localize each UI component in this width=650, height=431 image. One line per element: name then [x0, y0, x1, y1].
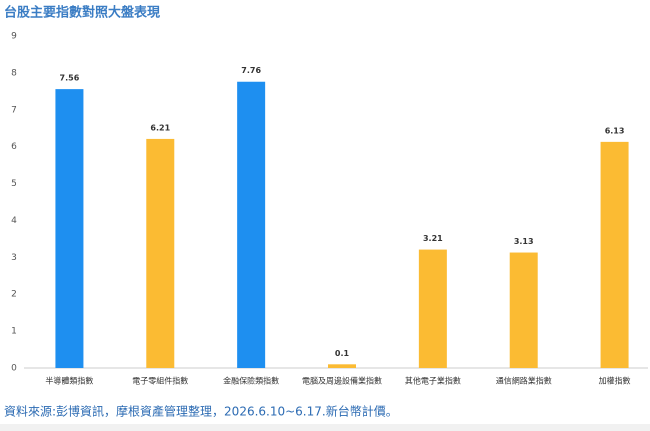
value-label: 7.56 [60, 74, 80, 83]
x-tick-label: 電腦及周邊設備業指數 [302, 376, 382, 386]
x-tick-label: 通信網路業指數 [496, 376, 552, 386]
value-label: 3.21 [423, 234, 443, 243]
x-tick-label: 半導體類指數 [45, 376, 93, 386]
x-tick-label: 加權指數 [599, 376, 631, 386]
y-tick-label: 7 [11, 105, 17, 115]
y-tick-label: 3 [11, 253, 17, 263]
bar [418, 249, 447, 368]
bar [600, 141, 629, 368]
bar [509, 252, 538, 368]
value-label: 6.13 [605, 126, 625, 135]
value-label: 7.76 [241, 66, 261, 75]
y-tick-label: 0 [11, 364, 17, 374]
source-note: 資料來源:彭博資訊，摩根資產管理整理，2026.6.10~6.17.新台幣計價。 [4, 404, 398, 419]
bar [55, 89, 84, 369]
value-label: 6.21 [150, 123, 170, 132]
y-tick-label: 2 [11, 290, 17, 300]
y-tick-label: 1 [11, 327, 17, 337]
footer-band [0, 424, 650, 431]
x-tick-label: 其他電子業指數 [405, 376, 461, 386]
y-tick-label: 5 [11, 179, 17, 189]
chart-title: 台股主要指數對照大盤表現 [4, 5, 160, 21]
y-tick-label: 9 [11, 32, 17, 42]
x-tick-label: 金融保險類指數 [223, 376, 279, 386]
y-tick-label: 6 [11, 142, 17, 152]
x-tick-label: 電子零組件指數 [132, 376, 188, 386]
y-tick-label: 8 [11, 68, 17, 78]
y-tick-label: 4 [11, 216, 17, 226]
bar [328, 364, 356, 368]
value-label: 3.13 [514, 237, 534, 246]
value-label: 0.1 [335, 349, 350, 358]
bar [237, 81, 266, 369]
bar [146, 138, 175, 368]
